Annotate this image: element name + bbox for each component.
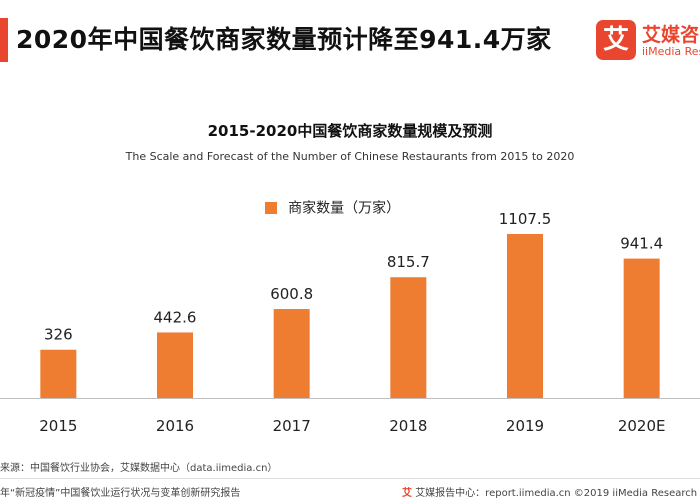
bar-2019 [507, 234, 543, 398]
data-label-2019: 1107.5 [499, 210, 552, 228]
logo-subtitle: iiMedia Rese [642, 45, 700, 58]
data-label-2020E: 941.4 [620, 235, 663, 253]
footer-site-text: 艾媒报告中心：report.iimedia.cn ©2019 iiMedia R… [415, 488, 698, 499]
x-tick-2016: 2016 [156, 417, 194, 435]
data-label-2018: 815.7 [387, 253, 430, 271]
footer-source: 来源：中国餐饮行业协会，艾媒数据中心（data.iimedia.cn） [0, 463, 278, 474]
brand-logo: 艾 艾媒咨 iiMedia Rese [596, 20, 700, 64]
footer-divider [0, 478, 700, 479]
logo-name: 艾媒咨 [642, 24, 700, 46]
data-label-2016: 442.6 [154, 308, 197, 326]
chart-title: 2015-2020中国餐饮商家数量规模及预测 [207, 122, 493, 140]
x-tick-2017: 2017 [273, 417, 311, 435]
report-center-icon: 艾 [402, 488, 412, 499]
bar-2016 [157, 332, 193, 398]
legend-label: 商家数量（万家） [288, 200, 401, 217]
bar-2020E [623, 258, 660, 398]
legend-swatch [265, 201, 277, 214]
data-label-2015: 326 [44, 326, 73, 344]
bar-2017 [273, 309, 310, 398]
logo-mark-icon: 艾 [596, 20, 636, 60]
x-tick-2019: 2019 [506, 417, 544, 435]
page-title: 2020年中国餐饮商家数量预计降至941.4万家 [16, 25, 552, 54]
x-tick-2020E: 2020E [618, 417, 666, 435]
chart-subtitle: The Scale and Forecast of the Number of … [125, 150, 575, 163]
bar-2018 [390, 277, 427, 398]
footer-site: 艾 艾媒报告中心：report.iimedia.cn ©2019 iiMedia… [402, 484, 697, 499]
footer-report-title: 年“新冠疫情”中国餐饮业运行状况与变革创新研究报告 [0, 488, 241, 499]
chart-legend: 商家数量（万家） [265, 197, 400, 218]
data-label-2017: 600.8 [270, 285, 313, 303]
title-accent-bar [0, 18, 8, 62]
x-tick-2015: 2015 [39, 417, 77, 435]
bar-2015 [40, 349, 77, 398]
x-tick-2018: 2018 [389, 417, 427, 435]
